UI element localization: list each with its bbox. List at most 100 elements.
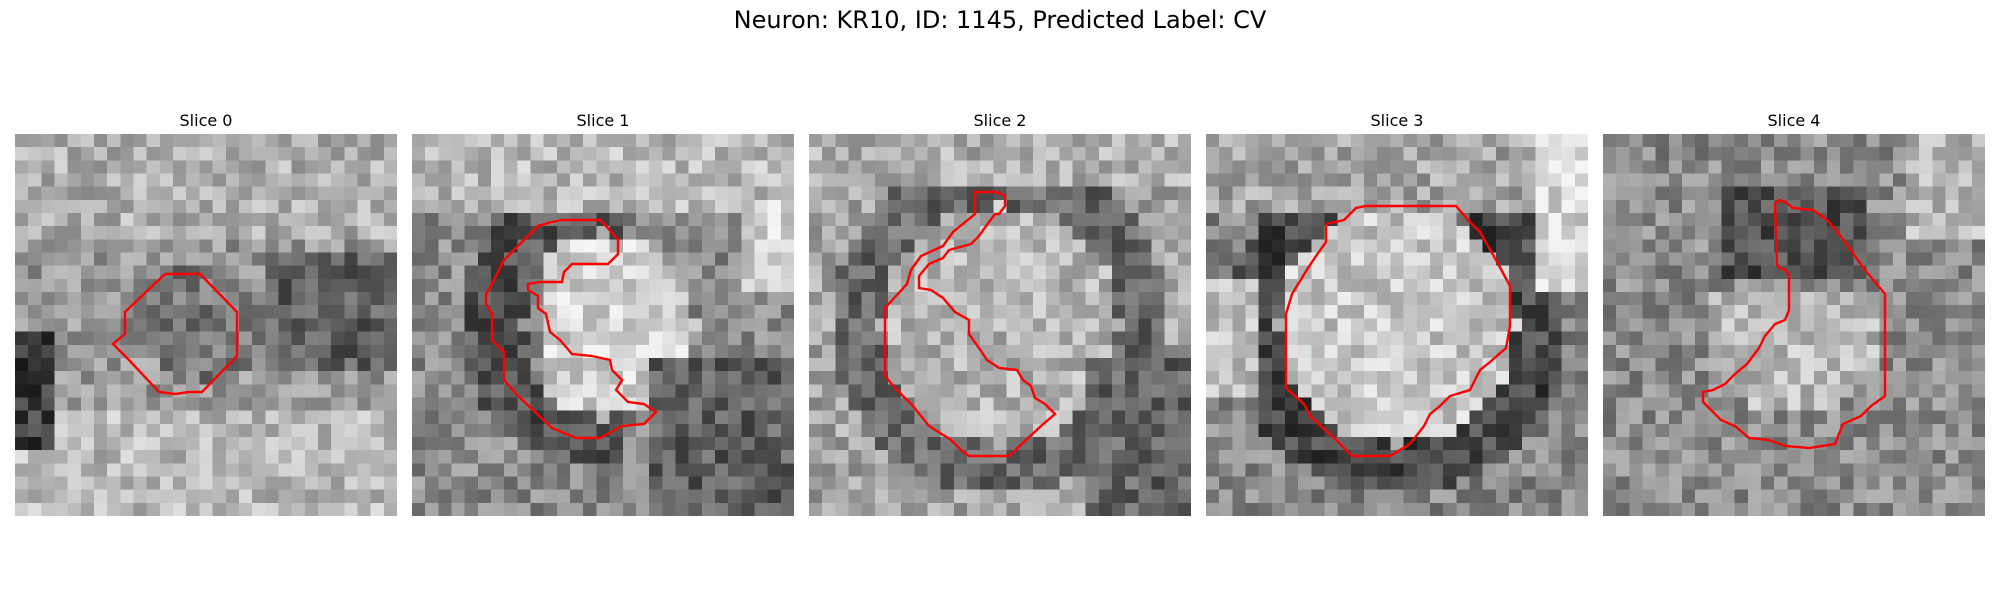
pixel (1072, 344, 1087, 359)
pixel (1616, 331, 1630, 346)
pixel (1271, 463, 1286, 478)
pixel (688, 357, 703, 372)
pixel (1232, 292, 1247, 306)
pixel (1456, 213, 1471, 227)
pixel (1508, 344, 1523, 359)
pixel (1429, 463, 1444, 478)
slice-panel-4: Slice 4 (1603, 108, 1985, 516)
pixel (1403, 450, 1418, 464)
pixel (609, 489, 624, 504)
pixel (159, 371, 174, 385)
pixel (993, 265, 1008, 280)
pixel (901, 160, 915, 175)
pixel (754, 318, 769, 333)
pixel (54, 134, 69, 148)
pixel (517, 397, 532, 412)
pixel (635, 239, 650, 254)
pixel (1285, 252, 1299, 267)
pixel (159, 489, 174, 504)
pixel (543, 502, 558, 516)
pixel (412, 423, 426, 438)
pixel (1350, 186, 1365, 201)
pixel (1682, 239, 1696, 254)
pixel (1708, 239, 1723, 254)
pixel (888, 265, 902, 280)
pixel (1879, 318, 1894, 333)
pixel (1800, 134, 1815, 148)
pixel (1522, 147, 1536, 161)
pixel (649, 397, 663, 412)
pixel (635, 331, 650, 346)
pixel (1945, 305, 1960, 320)
pixel (714, 239, 729, 254)
pixel (1416, 318, 1431, 333)
pixel (1046, 476, 1060, 491)
pixel (1761, 344, 1775, 359)
pixel (967, 371, 981, 385)
pixel (809, 371, 823, 385)
pixel (901, 134, 915, 148)
pixel (331, 371, 345, 385)
pixel (848, 213, 863, 227)
pixel (146, 502, 161, 516)
pixel (1164, 252, 1179, 267)
pixel (159, 213, 174, 227)
pixel (1098, 384, 1113, 399)
pixel (1655, 239, 1670, 254)
pixel (438, 199, 453, 214)
pixel (1482, 147, 1497, 161)
pixel (1177, 384, 1191, 399)
pixel (1258, 173, 1273, 188)
pixel (927, 173, 942, 188)
pixel (1695, 278, 1709, 293)
pixel (1138, 384, 1153, 399)
pixel (1695, 344, 1709, 359)
pixel (1390, 463, 1405, 478)
pixel (741, 502, 756, 516)
pixel (530, 357, 545, 372)
pixel (1469, 173, 1484, 188)
pixel (504, 397, 518, 412)
pixel (675, 384, 690, 399)
pixel (583, 160, 598, 175)
pixel (714, 265, 729, 280)
pixel (609, 292, 624, 306)
pixel (953, 371, 968, 385)
pixel (622, 292, 637, 306)
pixel (1232, 502, 1247, 516)
pixel (133, 226, 148, 240)
pixel (1535, 318, 1550, 333)
pixel (1177, 160, 1191, 175)
pixel (357, 318, 372, 333)
pixel (331, 173, 345, 188)
pixel (914, 476, 929, 491)
pixel (1206, 371, 1220, 385)
pixel (317, 331, 332, 346)
pixel (914, 186, 929, 201)
pixel (1416, 489, 1431, 504)
pixel (54, 476, 69, 491)
pixel (425, 173, 439, 188)
pixel (225, 357, 240, 372)
pixel (967, 265, 981, 280)
pixel (265, 213, 280, 227)
pixel (1125, 147, 1139, 161)
pixel (212, 292, 227, 306)
pixel (370, 292, 385, 306)
pixel (1945, 186, 1960, 201)
pixel (583, 278, 598, 293)
pixel (159, 318, 174, 333)
pixel (914, 305, 929, 320)
pixel (1111, 463, 1126, 478)
pixel (357, 476, 372, 491)
pixel (1840, 160, 1854, 175)
pixel (993, 199, 1008, 214)
pixel (1813, 436, 1828, 451)
pixel (67, 213, 82, 227)
pixel (1206, 384, 1220, 399)
pixel (1535, 463, 1550, 478)
pixel (1072, 292, 1087, 306)
pixel (967, 436, 981, 451)
pixel (1429, 252, 1444, 267)
pixel (1747, 265, 1762, 280)
